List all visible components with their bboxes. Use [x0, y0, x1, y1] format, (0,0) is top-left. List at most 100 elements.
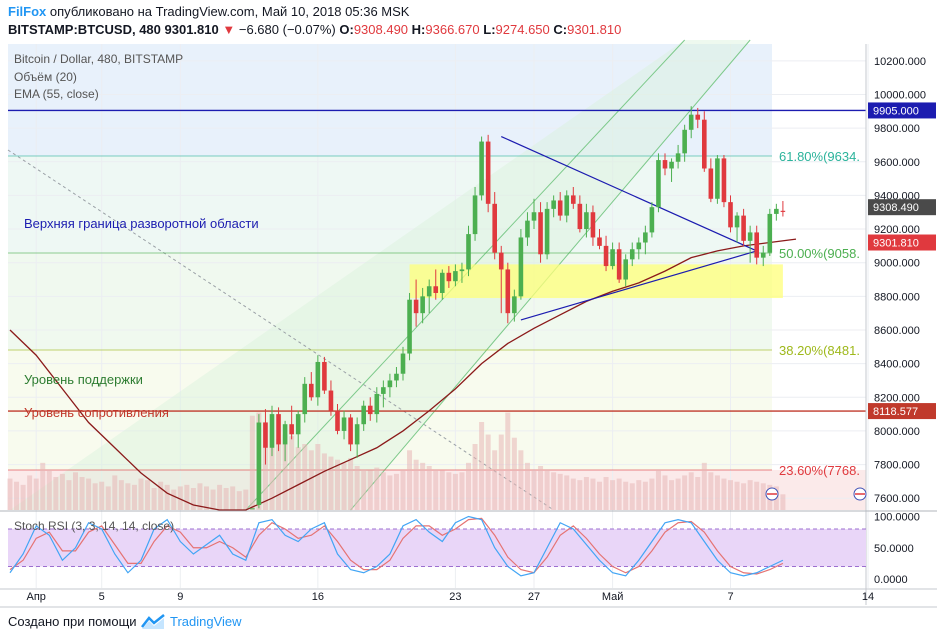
candle	[610, 249, 615, 267]
close-value: 9301.810	[567, 22, 622, 37]
candle	[322, 361, 327, 391]
fib-label: 61.80%(9634.	[779, 149, 860, 164]
volume-bar	[387, 475, 393, 510]
volume-bar	[420, 462, 426, 510]
volume-bar	[636, 480, 642, 510]
volume-bar	[439, 470, 445, 510]
volume-bar	[518, 450, 524, 510]
price-badge-label: 9301.810	[873, 238, 919, 250]
volume-bar	[33, 478, 39, 510]
x-tick-label: 5	[99, 591, 105, 603]
candle	[675, 153, 681, 162]
ema-line	[9, 238, 797, 511]
candle	[760, 252, 766, 258]
volume-bar	[610, 480, 616, 510]
volume-bar	[498, 434, 504, 510]
volume-bar	[79, 477, 85, 510]
volume-bar	[348, 458, 354, 510]
stoch-k-line	[9, 515, 784, 577]
close-label: C:	[553, 22, 568, 37]
volume-bar	[92, 483, 98, 510]
volume-bar	[544, 469, 550, 510]
volume-bar	[695, 477, 701, 510]
volume-bar	[112, 475, 118, 510]
volume-bar	[276, 439, 282, 510]
volume-legend[interactable]: Объём (20)	[14, 70, 77, 84]
volume-bar	[524, 462, 530, 510]
stoch-d-line	[9, 517, 784, 575]
volume-bar	[570, 478, 576, 510]
y-tick-label: 9000.000	[874, 258, 920, 270]
high-value: 9366.670	[425, 22, 480, 37]
volume-bar	[374, 467, 380, 510]
candle	[348, 417, 353, 445]
volume-bar	[315, 444, 321, 510]
volume-bar	[393, 473, 399, 510]
volume-bar	[623, 481, 629, 510]
volume-bar	[400, 469, 406, 510]
annotation-support: Уровень поддержки	[24, 372, 143, 387]
candle	[538, 212, 543, 255]
x-tick-label: Май	[602, 591, 624, 603]
stoch-tick-label: 50.0000	[874, 543, 914, 555]
volume-bar	[485, 434, 491, 510]
chart-header: FilFox опубликовано на TradingView.com, …	[0, 0, 937, 42]
candle	[636, 242, 642, 250]
candle	[551, 200, 556, 209]
ema-legend[interactable]: EMA (55, close)	[14, 87, 99, 101]
volume-bar	[243, 489, 249, 510]
candle	[354, 424, 360, 445]
candle	[767, 213, 773, 253]
candle	[741, 215, 746, 241]
volume-bar	[479, 422, 485, 510]
volume-bar	[27, 475, 33, 510]
candle	[407, 299, 412, 354]
candle	[715, 158, 720, 199]
volume-bar	[492, 450, 498, 510]
candle	[420, 296, 425, 314]
author-name[interactable]: FilFox	[8, 4, 47, 19]
candle	[531, 212, 537, 221]
volume-bar	[249, 415, 255, 510]
volume-bar	[426, 466, 432, 510]
candle	[780, 210, 786, 212]
y-tick-label: 9800.000	[874, 123, 920, 135]
volume-bar	[197, 483, 203, 510]
candle	[315, 361, 321, 398]
stoch-legend[interactable]: Stoch RSI (3, 3, 14, 14, close)	[14, 519, 175, 533]
volume-bar	[184, 484, 190, 510]
candle	[282, 424, 288, 445]
volume-bar	[99, 481, 105, 510]
price-badge-label: 9308.490	[873, 202, 919, 214]
y-tick-label: 7600.000	[874, 493, 920, 505]
series-legend[interactable]: Bitcoin / Dollar, 480, BITSTAMP	[14, 52, 184, 66]
volume-bar	[282, 434, 288, 510]
price-badge	[868, 102, 936, 119]
symbol-label: BITSTAMP:BTCUSD, 480	[8, 22, 161, 37]
candle	[426, 286, 432, 297]
volume-bar	[780, 494, 786, 510]
candle	[367, 405, 373, 415]
candle	[623, 259, 628, 280]
volume-bar	[230, 486, 236, 510]
volume-bar	[289, 436, 295, 510]
candle	[721, 158, 727, 203]
volume-bar	[46, 469, 52, 510]
volume-bar	[728, 480, 733, 510]
candle	[656, 160, 661, 208]
candle	[774, 208, 779, 214]
volume-bar	[413, 459, 419, 510]
footer: Создано при помощи TradingView	[0, 608, 937, 641]
candle	[263, 422, 268, 448]
fib-label: 23.60%(7768.	[779, 463, 860, 478]
y-tick-label: 10200.000	[874, 56, 926, 68]
volume-bar	[590, 478, 596, 510]
footer-brand[interactable]: TradingView	[170, 614, 242, 629]
candle	[269, 414, 275, 448]
stoch-band	[8, 529, 866, 567]
candle	[597, 237, 602, 246]
volume-bar	[20, 484, 26, 510]
volume-bar	[583, 477, 589, 510]
candle	[695, 114, 701, 120]
